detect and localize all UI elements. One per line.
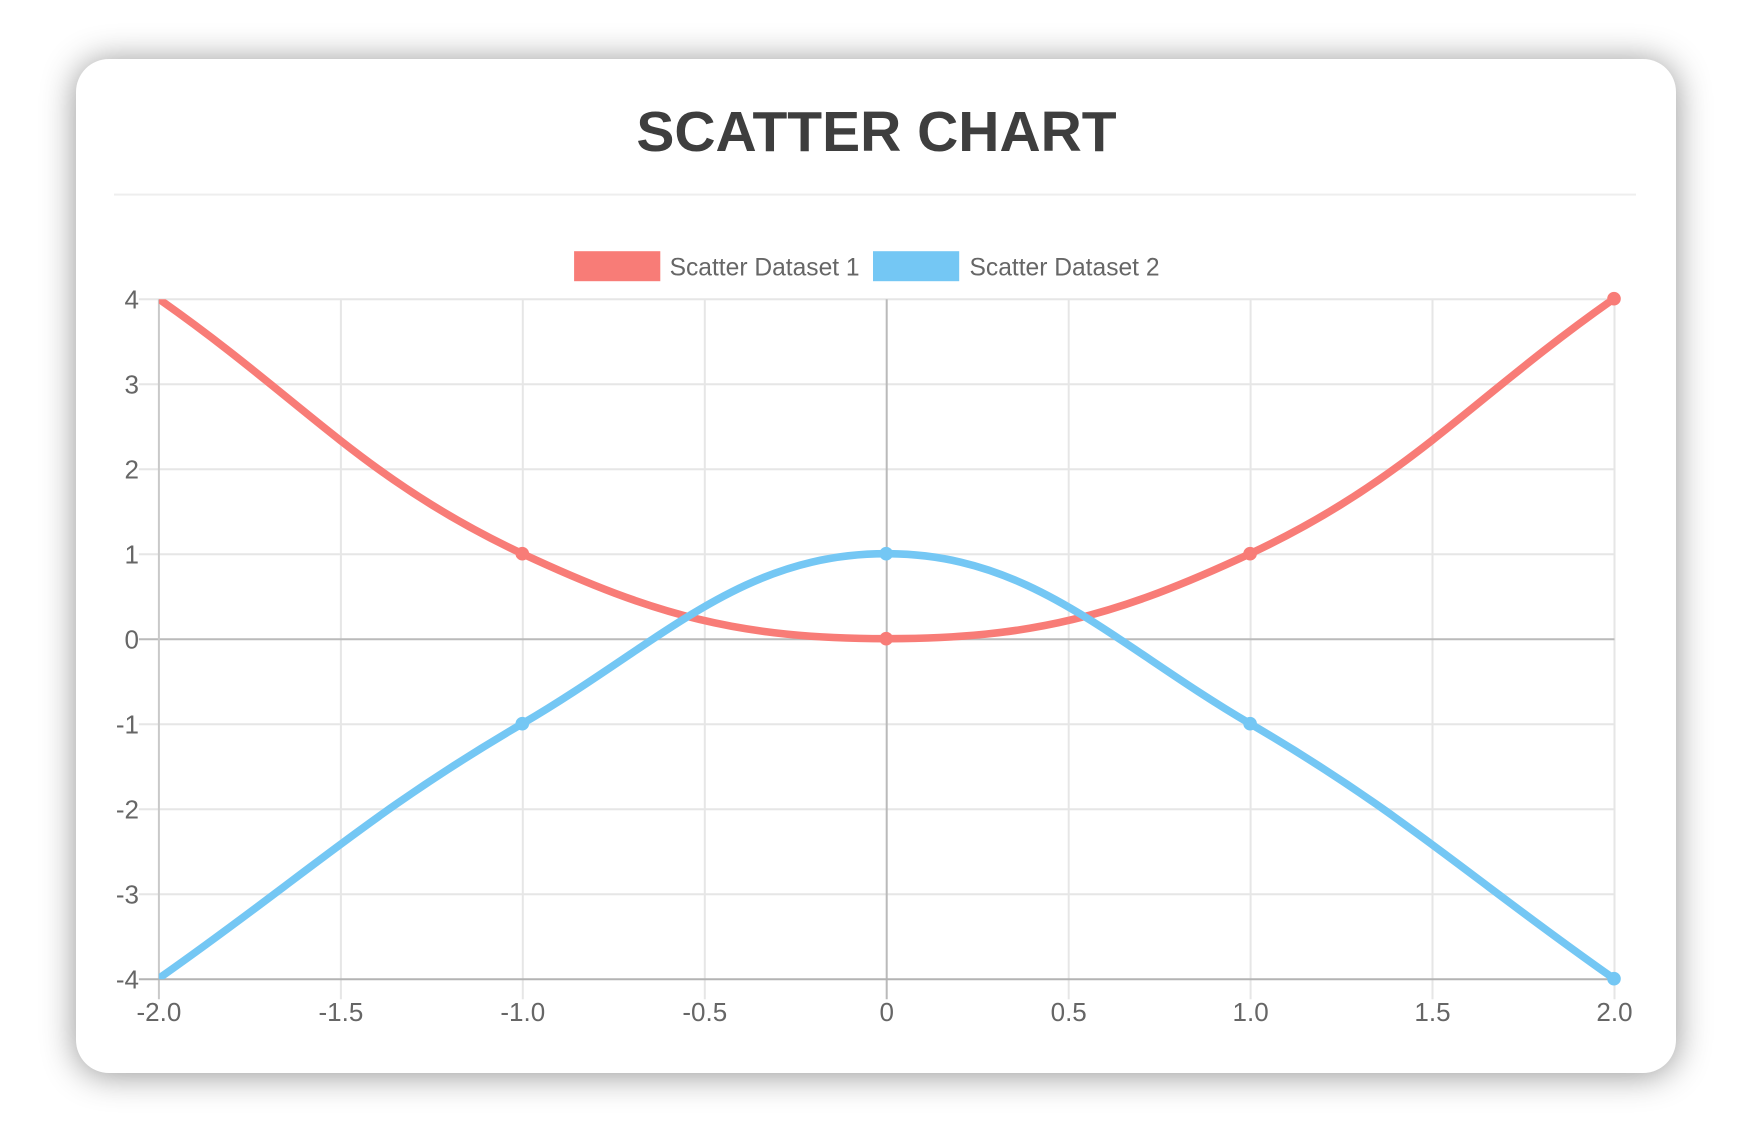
- svg-text:1.5: 1.5: [1414, 997, 1450, 1027]
- svg-text:3: 3: [125, 369, 139, 399]
- svg-text:-2.0: -2.0: [136, 997, 181, 1027]
- svg-text:-1.5: -1.5: [318, 997, 363, 1027]
- svg-text:Scatter Dataset 1: Scatter Dataset 1: [670, 254, 860, 281]
- svg-text:0: 0: [879, 997, 893, 1027]
- svg-text:-2: -2: [116, 794, 139, 824]
- svg-text:0.5: 0.5: [1051, 997, 1087, 1027]
- svg-text:-0.5: -0.5: [682, 997, 727, 1027]
- svg-text:4: 4: [125, 284, 139, 314]
- svg-text:-1: -1: [116, 709, 139, 739]
- svg-text:SCATTER CHART: SCATTER CHART: [636, 100, 1116, 164]
- svg-text:-3: -3: [116, 879, 139, 909]
- svg-text:2.0: 2.0: [1596, 997, 1632, 1027]
- svg-text:-1.0: -1.0: [500, 997, 545, 1027]
- svg-text:Scatter Dataset 2: Scatter Dataset 2: [970, 254, 1160, 281]
- svg-text:-4: -4: [116, 964, 139, 994]
- svg-text:1: 1: [125, 539, 139, 569]
- svg-text:2: 2: [125, 454, 139, 484]
- svg-text:1.0: 1.0: [1233, 997, 1269, 1027]
- svg-text:0: 0: [125, 624, 139, 654]
